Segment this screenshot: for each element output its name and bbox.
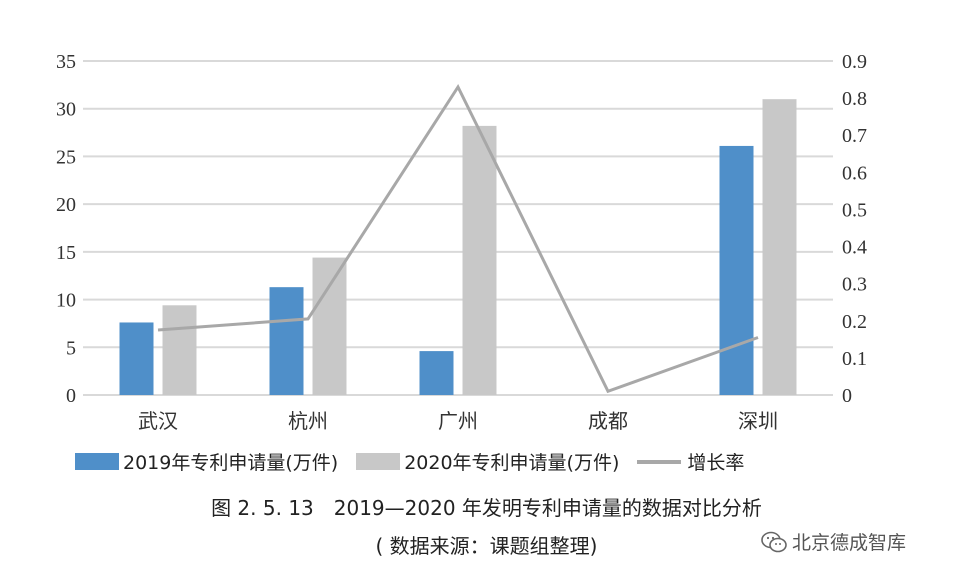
figure-caption: 图 2. 5. 13 2019—2020 年发明专利申请量的数据对比分析 [211, 496, 762, 520]
left-axis-ticks: 0 5 10 15 20 25 30 35 [56, 51, 76, 407]
wechat-icon [761, 531, 787, 552]
legend-item-growth: 增长率 [637, 448, 744, 475]
left-tick-label: 35 [56, 51, 76, 73]
left-tick-label: 5 [66, 337, 76, 359]
category-label: 深圳 [738, 409, 778, 433]
growth-line [157, 83, 759, 394]
right-tick-label: 0.5 [842, 199, 867, 221]
bar-2020 [162, 305, 197, 395]
left-tick-label: 30 [56, 99, 76, 121]
legend-item-2020: 2020年专利申请量(万件) [356, 448, 619, 475]
right-tick-label: 0 [842, 385, 852, 407]
bar-2020 [762, 99, 797, 396]
legend-swatch-2020 [356, 453, 401, 470]
category-labels: 武汉 杭州 广州 成都 深圳 [138, 409, 778, 433]
right-tick-label: 0.6 [842, 162, 867, 184]
category-label: 广州 [438, 409, 478, 433]
right-tick-label: 0.2 [842, 311, 867, 333]
left-tick-label: 0 [66, 385, 76, 407]
bar-2020 [312, 257, 347, 395]
left-tick-label: 20 [56, 194, 76, 216]
left-tick-label: 15 [56, 242, 76, 264]
bar-2019 [419, 351, 454, 395]
bar-2019 [269, 287, 304, 395]
right-tick-label: 0.1 [842, 348, 867, 370]
legend-label-2019: 2019年专利申请量(万件) [123, 452, 339, 474]
legend-label-2020: 2020年专利申请量(万件) [404, 452, 620, 474]
watermark: 北京德成智库 [760, 528, 906, 555]
category-label: 武汉 [138, 409, 178, 433]
right-axis-ticks: 0 0.1 0.2 0.3 0.4 0.5 0.6 0.7 0.8 0.9 [842, 51, 867, 407]
combo-chart: 0 5 10 15 20 25 30 35 0 0.1 0.2 0.3 0.4 0.5 0.6 0.7 0.8… [56, 51, 867, 433]
bar-2020 [462, 125, 497, 396]
legend-item-2019: 2019年专利申请量(万件) [75, 448, 338, 475]
legend-swatch-growth [637, 459, 682, 464]
legend-label-growth: 增长率 [687, 452, 745, 474]
right-tick-label: 0.3 [842, 274, 867, 296]
right-tick-label: 0.8 [842, 88, 867, 110]
gridlines [83, 60, 833, 396]
watermark-text: 北京德成智库 [792, 532, 907, 554]
legend-swatch-2019 [75, 453, 119, 470]
right-tick-label: 0.7 [842, 125, 867, 147]
legend: 2019年专利申请量(万件) 2020年专利申请量(万件) 增长率 [75, 448, 762, 475]
right-tick-label: 0.4 [842, 237, 867, 259]
growth-rate-line [157, 83, 759, 394]
category-label: 成都 [588, 409, 628, 433]
category-label: 杭州 [288, 409, 328, 433]
bar-2019 [119, 322, 154, 395]
left-tick-label: 10 [56, 290, 76, 312]
left-tick-label: 25 [56, 146, 76, 168]
bars [119, 99, 797, 396]
figure-source: ( 数据来源：课题组整理) [375, 534, 598, 558]
right-tick-label: 0.9 [842, 51, 867, 73]
bar-2019 [719, 145, 754, 395]
